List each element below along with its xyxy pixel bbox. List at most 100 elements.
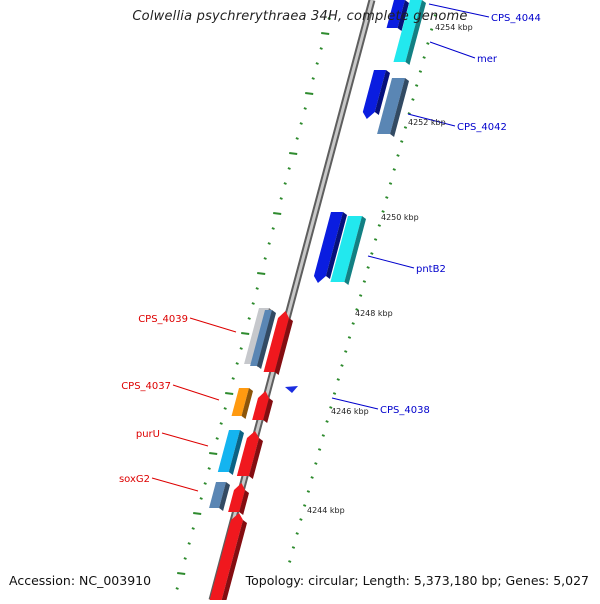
gene-pntb2-a bbox=[313, 212, 347, 283]
tick-mark bbox=[336, 378, 340, 381]
gene-features bbox=[209, 0, 426, 603]
tick-mark bbox=[321, 32, 330, 35]
kbp-label: 4254 kbp bbox=[435, 23, 473, 32]
tick-mark bbox=[257, 272, 266, 275]
kbp-label: 4248 kbp bbox=[355, 309, 393, 318]
gene-label-cps4044: CPS_4044 bbox=[491, 13, 541, 24]
gene-unnamed-red bbox=[209, 513, 247, 603]
tick-mark bbox=[302, 504, 307, 507]
tick-mark bbox=[340, 364, 344, 367]
gene-shade bbox=[221, 520, 247, 603]
tick-mark bbox=[385, 196, 389, 199]
inner-tick-ring bbox=[288, 14, 437, 563]
kbp-label: 4244 kbp bbox=[307, 506, 345, 515]
gene-shade bbox=[405, 0, 426, 65]
tick-mark bbox=[235, 362, 239, 365]
gene-cps4042 bbox=[377, 78, 409, 137]
tick-mark bbox=[329, 406, 333, 409]
tick-mark bbox=[396, 154, 400, 157]
gene-shade bbox=[344, 216, 366, 285]
gene-shade bbox=[374, 70, 390, 115]
gene-body bbox=[377, 78, 405, 134]
tick-mark bbox=[418, 70, 423, 73]
gene-body bbox=[362, 70, 386, 119]
tick-mark bbox=[193, 512, 202, 515]
tick-mark bbox=[199, 497, 203, 500]
tick-mark bbox=[299, 518, 303, 521]
tick-mark bbox=[314, 462, 318, 465]
gene-body bbox=[209, 482, 226, 508]
tick-mark bbox=[303, 107, 307, 110]
gene-label-cps4037: CPS_4037 bbox=[121, 381, 171, 392]
tick-mark bbox=[289, 152, 298, 155]
tick-mark bbox=[325, 420, 329, 423]
gene-soxg2-a bbox=[209, 482, 230, 511]
gene-body bbox=[393, 0, 422, 62]
leader-line bbox=[407, 113, 456, 127]
tick-mark bbox=[321, 434, 325, 437]
tick-mark bbox=[271, 227, 275, 230]
gene-cps4037-b bbox=[252, 391, 273, 423]
leader-line bbox=[151, 477, 199, 492]
tick-mark bbox=[351, 322, 355, 325]
gene-label-cps4042: CPS_4042 bbox=[457, 122, 507, 133]
tick-mark bbox=[175, 587, 179, 590]
tick-mark bbox=[295, 137, 299, 140]
gene-cps4037 bbox=[231, 388, 253, 419]
gene-pntb2 bbox=[330, 216, 366, 285]
tick-mark bbox=[187, 542, 191, 545]
tick-mark bbox=[344, 350, 348, 353]
gene-cps4039-b bbox=[250, 310, 276, 369]
tick-mark bbox=[241, 332, 250, 335]
label-leader-lines bbox=[151, 3, 490, 492]
leader-line bbox=[429, 41, 476, 59]
gene-shade bbox=[228, 430, 244, 475]
tick-mark bbox=[263, 257, 267, 260]
tick-mark bbox=[231, 377, 235, 380]
gene-label-soxg2: soxG2 bbox=[119, 474, 150, 485]
gene-label-puru: purU bbox=[136, 429, 160, 440]
accession-text: Accession: NC_003910 bbox=[9, 573, 152, 588]
tick-mark bbox=[381, 210, 385, 213]
tick-mark bbox=[370, 252, 374, 255]
tick-mark bbox=[177, 572, 186, 575]
tick-mark bbox=[207, 467, 211, 470]
tick-mark bbox=[366, 266, 370, 269]
kbp-label: 4252 kbp bbox=[408, 118, 446, 127]
tick-mark bbox=[315, 62, 319, 65]
tick-mark bbox=[209, 452, 218, 455]
genome-stats-text: Topology: circular; Length: 5,373,180 bp… bbox=[245, 573, 589, 588]
tick-mark bbox=[191, 527, 195, 530]
map-title: Colwellia psychrerythraea 34H, complete … bbox=[132, 9, 468, 24]
gene-label-mer: mer bbox=[477, 54, 498, 65]
gene-body bbox=[263, 311, 289, 372]
gene-label-cps4039: CPS_4039 bbox=[138, 314, 188, 325]
gene-body bbox=[228, 483, 245, 512]
tick-mark bbox=[311, 77, 315, 80]
gene-shade bbox=[248, 438, 263, 479]
tick-mark bbox=[403, 126, 408, 129]
tick-mark bbox=[255, 287, 259, 290]
tick-mark bbox=[347, 336, 352, 339]
tick-mark bbox=[388, 182, 393, 185]
gene-cps4039 bbox=[263, 311, 293, 375]
gene-shade bbox=[241, 388, 253, 419]
kbp-labels: 4244 kbp 4246 kbp 4248 kbp 4250 kbp 4252 kbp… bbox=[307, 23, 473, 515]
gene-cps4044 bbox=[386, 0, 409, 31]
tick-mark bbox=[299, 122, 303, 125]
gene-shade bbox=[239, 490, 249, 515]
gene-shade bbox=[257, 310, 276, 369]
tick-mark bbox=[373, 238, 378, 241]
tick-mark bbox=[407, 112, 411, 115]
tick-mark bbox=[422, 56, 426, 59]
gene-cps4042-a bbox=[362, 70, 390, 119]
gene-body bbox=[250, 310, 272, 366]
leader-line bbox=[161, 432, 209, 447]
gene-shade bbox=[390, 78, 409, 137]
tick-mark bbox=[291, 546, 296, 549]
gene-shade bbox=[325, 212, 347, 279]
tick-mark bbox=[283, 182, 287, 185]
